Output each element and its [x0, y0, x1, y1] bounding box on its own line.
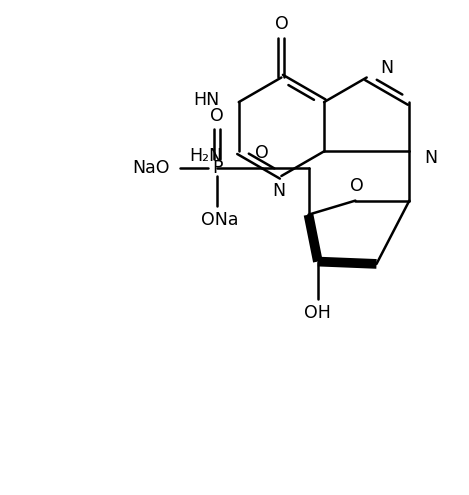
- Text: O: O: [210, 107, 224, 125]
- Text: O: O: [255, 144, 268, 162]
- Text: O: O: [350, 177, 363, 195]
- Text: HN: HN: [193, 91, 219, 109]
- Text: P: P: [212, 159, 222, 177]
- Text: H₂N: H₂N: [189, 147, 222, 165]
- Text: N: N: [380, 59, 393, 77]
- Text: NaO: NaO: [133, 159, 170, 177]
- Text: O: O: [274, 15, 288, 34]
- Text: OH: OH: [304, 304, 331, 322]
- Text: N: N: [424, 149, 438, 167]
- Text: ONa: ONa: [201, 211, 238, 229]
- Text: N: N: [272, 182, 286, 200]
